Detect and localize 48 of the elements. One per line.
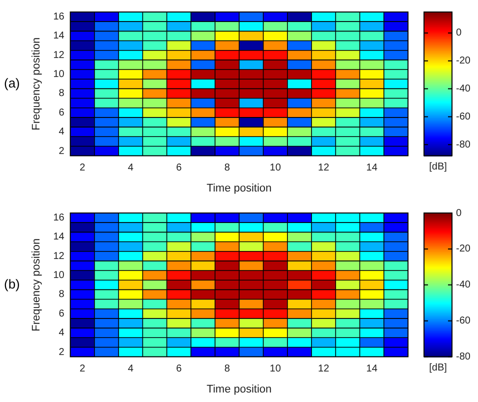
y-tick-label: 16: [53, 212, 65, 224]
x-tick-label: 12: [318, 364, 330, 375]
x-tick-label: 8: [224, 162, 230, 174]
color-bar-label: -60: [456, 316, 471, 327]
y-tick-label: 6: [58, 308, 65, 320]
text: (b): [4, 276, 20, 292]
x-tick-label: 6: [176, 162, 182, 174]
color-bar-label: 0: [456, 208, 462, 219]
y-tick-label: 12: [53, 250, 65, 262]
color-bar-label: -80: [456, 139, 471, 150]
y-tick-label: 14: [53, 232, 65, 243]
y-tick-label: 4: [58, 126, 65, 138]
x-tick-label: 6: [176, 364, 182, 375]
color-bar-label: -40: [456, 280, 471, 291]
color-bar-title: [dB]: [429, 362, 448, 374]
x-tick-label: 14: [366, 364, 378, 375]
color-bar-label: 0: [456, 28, 462, 39]
text: (a): [4, 75, 20, 90]
y-tick-label: 12: [53, 50, 65, 61]
y-axis-title: Frequency position: [30, 37, 43, 130]
y-tick-label: 4: [58, 328, 65, 339]
y-tick-label: 2: [58, 146, 65, 157]
x-axis-title: Time position: [206, 383, 272, 396]
x-tick-label: 4: [128, 162, 134, 174]
x-tick-label: 2: [80, 162, 86, 174]
y-tick-label: 2: [58, 346, 65, 358]
x-tick-label: 14: [366, 162, 378, 174]
color-bar-label: -20: [456, 56, 471, 67]
x-tick-label: 10: [270, 162, 282, 174]
y-tick-label: 6: [58, 107, 65, 118]
y-tick-label: 10: [53, 270, 65, 282]
y-tick-label: 8: [58, 88, 65, 100]
y-axis-title: Frequency position: [30, 238, 43, 332]
color-bar-label: -40: [456, 84, 471, 95]
x-tick-label: 2: [80, 364, 86, 375]
color-bar-title: [dB]: [429, 162, 448, 173]
color-bar-label: -60: [456, 111, 471, 122]
x-tick-label: 12: [318, 162, 330, 174]
color-bar-label: -20: [456, 244, 471, 255]
y-tick-label: 8: [58, 289, 65, 300]
y-tick-label: 10: [53, 69, 65, 80]
x-axis-title: Time position: [206, 182, 272, 194]
x-tick-label: 8: [224, 364, 230, 375]
x-tick-label: 4: [128, 364, 134, 375]
y-tick-label: 14: [53, 30, 65, 42]
y-tick-label: 16: [53, 12, 65, 23]
x-tick-label: 10: [270, 364, 282, 375]
color-bar-label: -80: [456, 352, 471, 363]
